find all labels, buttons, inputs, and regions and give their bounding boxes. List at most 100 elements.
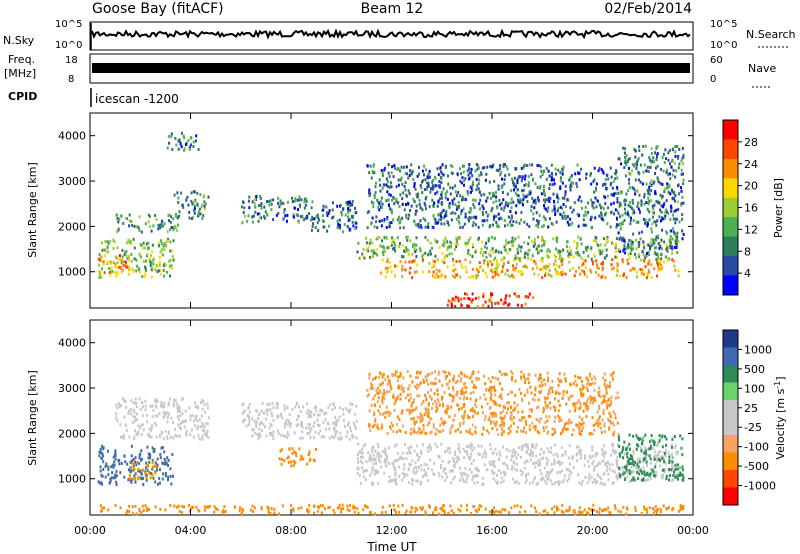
data-cell xyxy=(335,422,338,426)
data-cell xyxy=(627,189,630,193)
data-cell xyxy=(411,380,414,384)
data-cell xyxy=(441,163,444,167)
data-cell xyxy=(128,213,131,217)
data-cell xyxy=(577,172,580,175)
data-cell xyxy=(403,165,405,169)
data-cell xyxy=(584,210,587,214)
data-cell xyxy=(626,258,629,262)
data-cell xyxy=(640,201,643,205)
data-cell xyxy=(326,229,329,233)
data-cell xyxy=(503,256,506,260)
data-cell xyxy=(540,457,543,460)
data-cell xyxy=(482,411,484,415)
data-cell xyxy=(328,209,331,213)
data-cell xyxy=(636,204,639,208)
data-cell xyxy=(242,210,245,214)
data-cell xyxy=(591,396,594,400)
data-cell xyxy=(558,419,561,423)
data-cell xyxy=(521,175,524,179)
data-cell xyxy=(286,435,289,439)
data-cell xyxy=(455,236,458,240)
data-cell xyxy=(169,240,172,244)
data-cell xyxy=(392,393,395,397)
data-cell xyxy=(426,446,429,450)
data-cell xyxy=(612,201,615,205)
data-cell xyxy=(166,437,169,440)
data-cell xyxy=(419,249,422,253)
data-cell xyxy=(588,464,591,468)
data-cell xyxy=(528,192,531,196)
data-cell xyxy=(469,210,472,214)
data-cell xyxy=(505,294,508,298)
data-cell xyxy=(571,210,574,214)
data-cell xyxy=(457,455,459,459)
data-cell xyxy=(411,170,414,173)
data-cell xyxy=(140,449,143,453)
data-cell xyxy=(619,222,622,226)
data-cell xyxy=(461,415,464,419)
data-cell xyxy=(248,419,251,423)
data-cell xyxy=(530,240,533,243)
data-cell xyxy=(133,224,136,228)
data-cell xyxy=(569,394,572,398)
data-cell xyxy=(550,163,553,167)
data-cell xyxy=(676,145,679,148)
data-cell xyxy=(367,423,370,427)
data-cell xyxy=(467,445,470,449)
data-cell xyxy=(544,480,547,484)
data-cell xyxy=(248,423,251,426)
data-cell xyxy=(397,451,399,455)
data-cell xyxy=(651,204,654,208)
data-cell xyxy=(665,243,668,247)
data-cell xyxy=(496,264,499,268)
data-cell xyxy=(456,379,459,383)
data-cell xyxy=(325,205,328,209)
data-cell xyxy=(611,442,613,446)
data-cell xyxy=(386,432,389,435)
data-cell xyxy=(608,384,611,388)
data-cell xyxy=(608,427,610,431)
data-cell xyxy=(616,462,618,466)
data-cell xyxy=(491,263,494,267)
data-cell xyxy=(167,134,170,138)
data-cell xyxy=(614,416,617,420)
data-cell xyxy=(415,479,418,483)
data-cell xyxy=(172,226,175,229)
data-cell xyxy=(153,421,156,425)
data-cell xyxy=(425,398,428,402)
data-cell xyxy=(524,381,527,384)
data-cell xyxy=(317,432,320,436)
data-cell xyxy=(531,267,534,271)
data-cell xyxy=(615,225,618,229)
data-cell xyxy=(408,192,411,196)
data-cell xyxy=(460,198,463,202)
data-cell xyxy=(518,388,521,391)
data-cell xyxy=(675,169,678,173)
data-cell xyxy=(116,271,119,275)
data-cell xyxy=(122,397,125,401)
data-cell xyxy=(578,425,581,429)
data-cell xyxy=(587,459,589,463)
data-cell xyxy=(272,406,275,410)
data-cell xyxy=(449,211,452,215)
data-cell xyxy=(347,211,350,215)
data-cell xyxy=(127,412,130,416)
data-cell xyxy=(157,482,159,486)
data-cell xyxy=(471,224,474,228)
data-cell xyxy=(177,423,180,427)
data-cell xyxy=(665,248,668,251)
data-cell xyxy=(421,253,424,257)
data-cell xyxy=(501,177,503,181)
data-cell xyxy=(360,448,363,451)
data-cell xyxy=(405,248,408,252)
data-cell xyxy=(576,401,579,405)
data-cell xyxy=(631,457,634,460)
data-cell xyxy=(375,215,378,219)
data-cell xyxy=(201,414,203,418)
data-cell xyxy=(444,450,446,454)
data-cell xyxy=(572,402,575,406)
data-cell xyxy=(374,251,377,255)
data-cell xyxy=(601,260,604,264)
data-cell xyxy=(466,450,469,454)
data-cell xyxy=(400,176,403,180)
